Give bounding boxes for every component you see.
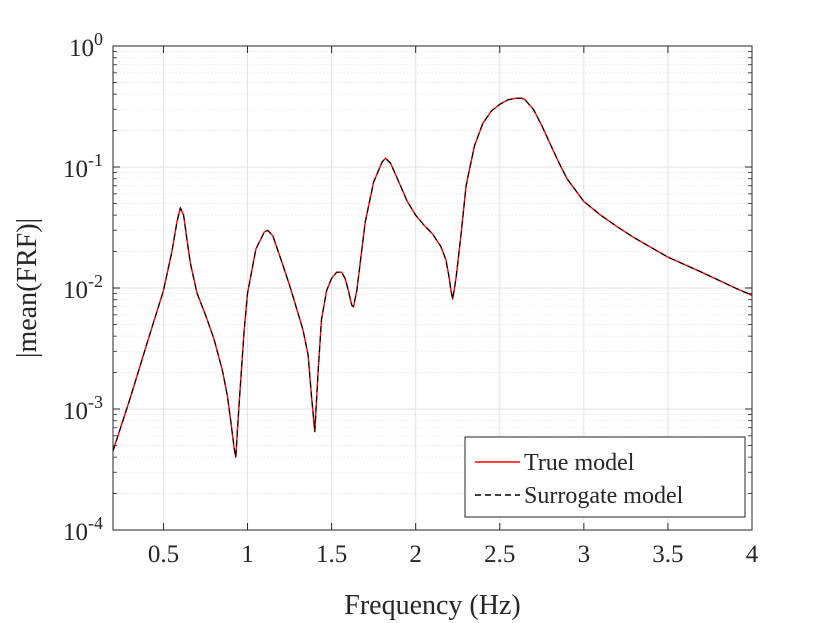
tick-marks [113,45,753,531]
x-tick-label: 1.5 [316,541,347,568]
x-tick-label: 2 [409,541,422,568]
surrogate-model-line [112,97,753,458]
legend-box [464,436,746,518]
x-tick-label: 1 [241,541,254,568]
x-tick-labels: 0.5 1 1.5 2 2.5 3 3.5 4 [148,541,759,568]
x-tick-label: 4 [746,541,759,568]
y-tick-label: 10-1 [63,150,103,183]
x-tick-label: 3.5 [652,541,683,568]
y-tick-label: 10-4 [63,513,103,546]
y-tick-labels: 10-4 10-3 10-2 10-1 100 [63,29,103,546]
legend: True model Surrogate model [464,436,746,518]
x-tick-label: 3 [578,541,591,568]
x-axis-title: Frequency (Hz) [344,590,520,621]
x-tick-label: 0.5 [148,541,179,568]
minor-grid [113,51,752,494]
legend-label: Surrogate model [524,483,684,509]
y-axis-title: |mean(FRF)| [12,218,43,358]
legend-label: True model [524,450,635,476]
x-tick-label: 2.5 [484,541,515,568]
y-tick-label: 10-2 [63,271,103,304]
y-tick-label: 100 [69,29,103,62]
series-layer [112,97,753,458]
y-tick-label: 10-3 [63,392,103,425]
